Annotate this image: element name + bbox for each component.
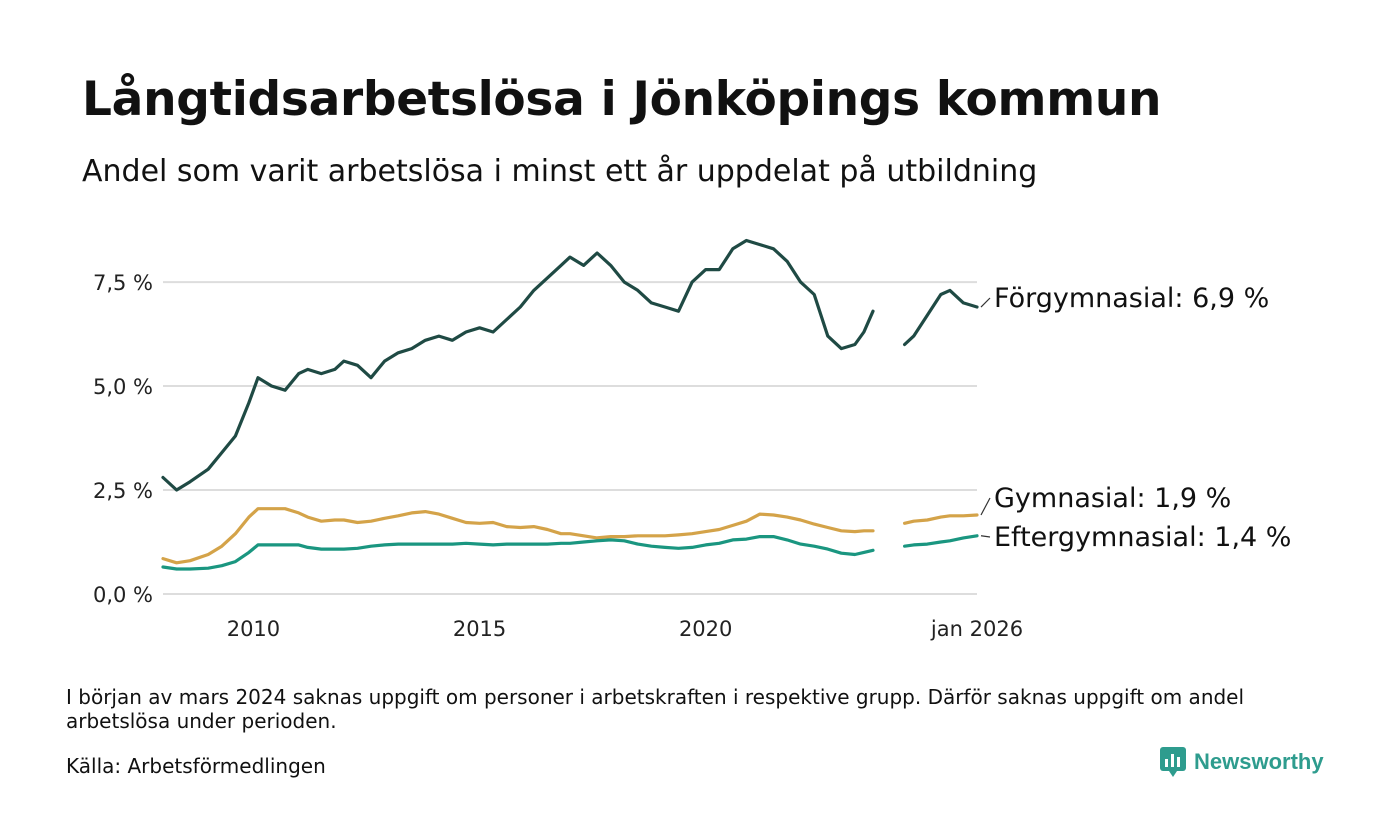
brand-logo: Newsworthy xyxy=(1160,747,1324,777)
series-line-eftergymnasial xyxy=(161,534,875,571)
y-tick-label: 7,5 % xyxy=(93,271,153,295)
y-tick-label: 2,5 % xyxy=(93,479,153,503)
series-end-label: Gymnasial: 1,9 % xyxy=(994,483,1231,514)
chart-subtitle: Andel som varit arbetslösa i minst ett å… xyxy=(82,154,1038,189)
series-line-eftergymnasial xyxy=(902,534,979,548)
x-tick-label: 2010 xyxy=(227,617,280,641)
source-note: Källa: Arbetsförmedlingen xyxy=(66,754,326,778)
footnote: I början av mars 2024 saknas uppgift om … xyxy=(66,685,1245,733)
series-line-gymnasial xyxy=(161,507,875,565)
newsworthy-logo-icon xyxy=(1160,747,1186,777)
y-tick-label: 5,0 % xyxy=(93,375,153,399)
x-tick-label: jan 2026 xyxy=(930,617,1023,641)
x-tick-label: 2015 xyxy=(453,617,506,641)
line-chart: Förgymnasial: 6,9 % Gymnasial: 1,9 % Efter… xyxy=(93,238,1291,641)
label-leader-line xyxy=(980,297,991,308)
series-line-gymnasial xyxy=(902,513,979,525)
series-end-label: Eftergymnasial: 1,4 % xyxy=(994,522,1291,553)
brand-name: Newsworthy xyxy=(1194,749,1324,774)
series-line-förgymnasial xyxy=(902,288,979,347)
series-end-label: Förgymnasial: 6,9 % xyxy=(994,283,1269,314)
series-line-förgymnasial xyxy=(161,238,875,492)
y-tick-label: 0,0 % xyxy=(93,583,153,607)
label-leader-line xyxy=(980,535,991,538)
x-tick-label: 2020 xyxy=(679,617,732,641)
chart-title: Långtidsarbetslösa i Jönköpings kommun xyxy=(82,72,1162,127)
label-leader-line xyxy=(980,497,991,516)
